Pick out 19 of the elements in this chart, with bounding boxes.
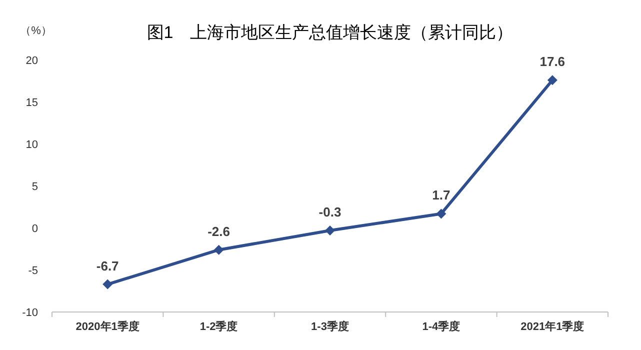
ytick: -10 bbox=[22, 307, 38, 319]
xtick: 2021年1季度 bbox=[520, 321, 584, 333]
data-label: 17.6 bbox=[540, 54, 566, 70]
ylabel: （%） bbox=[20, 25, 52, 37]
title: 图1 上海市地区生产总值增长速度（累计同比） bbox=[146, 23, 514, 42]
ytick: 10 bbox=[26, 139, 38, 151]
ytick: 20 bbox=[26, 55, 38, 67]
xtick: 2020年1季度 bbox=[76, 321, 140, 333]
ytick: 0 bbox=[32, 223, 38, 235]
xtick: 1-3季度 bbox=[311, 321, 349, 333]
data-label: 1.7 bbox=[432, 188, 450, 203]
data-label: -6.7 bbox=[96, 258, 119, 274]
data-label: -2.6 bbox=[208, 224, 230, 239]
ytick: 5 bbox=[32, 181, 38, 193]
xtick: 1-4季度 bbox=[422, 321, 460, 333]
ytick: -5 bbox=[28, 265, 38, 277]
ytick: 15 bbox=[26, 97, 38, 109]
xtick: 1-2季度 bbox=[200, 321, 238, 333]
data-label: -0.3 bbox=[318, 204, 342, 220]
